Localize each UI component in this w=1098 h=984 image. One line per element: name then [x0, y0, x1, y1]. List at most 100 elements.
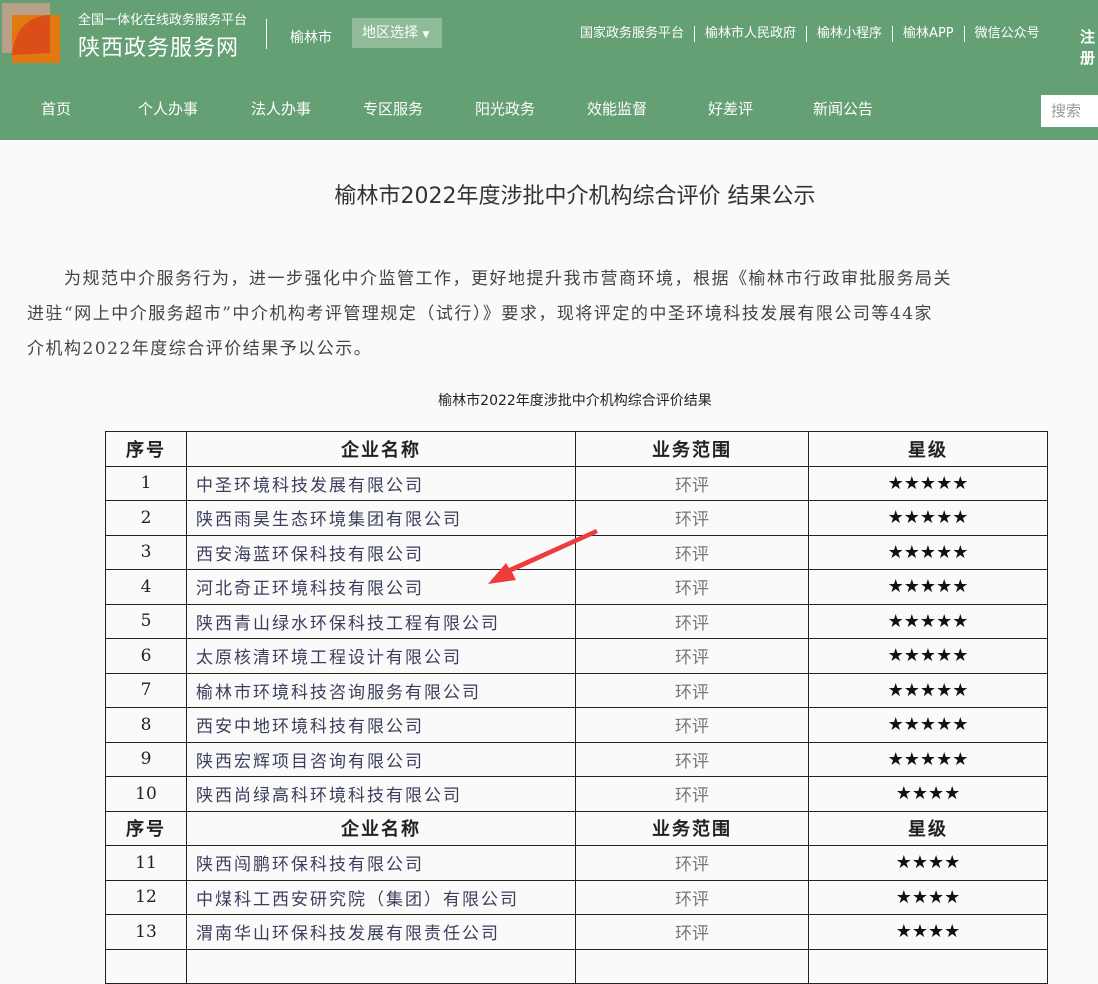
table-row: 9 陕西宏辉项目咨询有限公司 环评 ★★★★★ [105, 741, 1048, 777]
company-name: 榆林市环境科技咨询服务有限公司 [186, 672, 576, 708]
site-logo[interactable] [2, 3, 60, 63]
star-rating: ★★★★ [808, 879, 1048, 915]
column-header: 星级 [808, 810, 1048, 846]
column-header: 序号 [105, 431, 187, 467]
star-rating: ★★★★★ [808, 638, 1048, 674]
business-scope: 环评 [575, 465, 809, 501]
nav-news[interactable]: 新闻公告 [813, 100, 874, 118]
row-number: 1 [105, 465, 187, 501]
table-row: 11 陕西闯鹏环保科技有限公司 环评 ★★★★ [105, 845, 1048, 881]
top-link[interactable]: 榆林APP [892, 26, 964, 42]
table-row: 3 西安海蓝环保科技有限公司 环评 ★★★★★ [105, 534, 1048, 570]
column-header: 序号 [105, 810, 187, 846]
business-scope: 环评 [575, 672, 809, 708]
star-rating: ★★★★★ [808, 500, 1048, 536]
company-name: 中圣环境科技发展有限公司 [186, 465, 576, 501]
nav-rating[interactable]: 好差评 [708, 100, 754, 118]
row-number: 12 [105, 879, 187, 915]
table-row: 10 陕西尚绿高科环境科技有限公司 环评 ★★★★ [105, 776, 1048, 812]
company-name: 陕西尚绿高科环境科技有限公司 [186, 776, 576, 812]
search-input[interactable]: 搜索 [1041, 95, 1098, 127]
table-row: 1 中圣环境科技发展有限公司 环评 ★★★★★ [105, 465, 1048, 501]
business-scope: 环评 [575, 707, 809, 743]
nav-legal[interactable]: 法人办事 [251, 100, 312, 118]
column-header: 企业名称 [186, 431, 576, 467]
divider [266, 19, 267, 49]
company-name: 太原核清环境工程设计有限公司 [186, 638, 576, 674]
column-header: 业务范围 [575, 431, 809, 467]
register-link[interactable]: 注册 [1080, 28, 1096, 67]
column-header: 星级 [808, 431, 1048, 467]
business-scope: 环评 [575, 569, 809, 605]
row-number: 5 [105, 603, 187, 639]
star-rating: ★★★★★ [808, 569, 1048, 605]
row-number: 9 [105, 741, 187, 777]
nav-home[interactable]: 首页 [41, 100, 72, 118]
company-name: 西安海蓝环保科技有限公司 [186, 534, 576, 570]
row-number: 11 [105, 845, 187, 881]
star-rating: ★★★★★ [808, 465, 1048, 501]
company-name [186, 948, 576, 984]
business-scope: 环评 [575, 914, 809, 950]
table-row [105, 948, 1048, 984]
company-name: 陕西雨昊生态环境集团有限公司 [186, 500, 576, 536]
business-scope: 环评 [575, 776, 809, 812]
star-rating: ★★★★★ [808, 672, 1048, 708]
row-number: 4 [105, 569, 187, 605]
row-number: 2 [105, 500, 187, 536]
region-select[interactable]: 地区选择 ▼ [352, 18, 442, 48]
row-number: 6 [105, 638, 187, 674]
company-name: 西安中地环境科技有限公司 [186, 707, 576, 743]
table-row: 13 渭南华山环保科技发展有限责任公司 环评 ★★★★ [105, 914, 1048, 950]
star-rating: ★★★★ [808, 845, 1048, 881]
table-row: 6 太原核清环境工程设计有限公司 环评 ★★★★★ [105, 638, 1048, 674]
nav-personal[interactable]: 个人办事 [138, 100, 199, 118]
region-select-label: 地区选择 [362, 25, 418, 41]
intro-paragraph: 为规范中介服务行为，进一步强化中介监管工作，更好地提升我市营商环境，根据《榆林市… [27, 262, 1098, 367]
business-scope: 环评 [575, 500, 809, 536]
company-name: 河北奇正环境科技有限公司 [186, 569, 576, 605]
company-name: 陕西青山绿水环保科技工程有限公司 [186, 603, 576, 639]
site-name[interactable]: 陕西政务服务网 [78, 36, 240, 61]
business-scope [575, 948, 809, 984]
company-name: 中煤科工西安研究院（集团）有限公司 [186, 879, 576, 915]
table-row: 4 河北奇正环境科技有限公司 环评 ★★★★★ [105, 569, 1048, 605]
company-name: 陕西闯鹏环保科技有限公司 [186, 845, 576, 881]
star-rating: ★★★★★ [808, 741, 1048, 777]
site-header: 全国一体化在线政务服务平台 陕西政务服务网 榆林市 地区选择 ▼ 国家政务服务平… [0, 0, 1098, 140]
company-name: 渭南华山环保科技发展有限责任公司 [186, 914, 576, 950]
nav-sunshine[interactable]: 阳光政务 [475, 100, 536, 118]
table-row: 5 陕西青山绿水环保科技工程有限公司 环评 ★★★★★ [105, 603, 1048, 639]
column-header: 业务范围 [575, 810, 809, 846]
table-row: 12 中煤科工西安研究院（集团）有限公司 环评 ★★★★ [105, 879, 1048, 915]
table-row: 8 西安中地环境科技有限公司 环评 ★★★★★ [105, 707, 1048, 743]
current-city: 榆林市 [290, 30, 332, 46]
paragraph-line: 为规范中介服务行为，进一步强化中介监管工作，更好地提升我市营商环境，根据《榆林市… [27, 269, 952, 289]
top-links: 国家政务服务平台 榆林市人民政府 榆林小程序 榆林APP 微信公众号 [580, 26, 1050, 42]
table-row: 7 榆林市环境科技咨询服务有限公司 环评 ★★★★★ [105, 672, 1048, 708]
platform-label: 全国一体化在线政务服务平台 [78, 13, 248, 28]
table-row: 2 陕西雨昊生态环境集团有限公司 环评 ★★★★★ [105, 500, 1048, 536]
star-rating: ★★★★★ [808, 534, 1048, 570]
star-rating [808, 948, 1048, 984]
company-name: 陕西宏辉项目咨询有限公司 [186, 741, 576, 777]
table-header-row: 序号 企业名称 业务范围 星级 [105, 431, 1048, 467]
star-rating: ★★★★ [808, 776, 1048, 812]
top-link[interactable]: 榆林市人民政府 [694, 26, 806, 42]
nav-special[interactable]: 专区服务 [363, 100, 424, 118]
row-number: 3 [105, 534, 187, 570]
results-table: 序号 企业名称 业务范围 星级 1 中圣环境科技发展有限公司 环评 ★★★★★ 2 陕西雨昊生态环… [105, 431, 1048, 984]
top-link[interactable]: 微信公众号 [963, 26, 1050, 42]
paragraph-line: 进驻“网上中介服务超市”中介机构考评管理规定（试行）》要求，现将评定的中圣环境科… [27, 304, 934, 324]
row-number: 8 [105, 707, 187, 743]
nav-supervision[interactable]: 效能监督 [587, 100, 648, 118]
row-number: 10 [105, 776, 187, 812]
top-link[interactable]: 国家政务服务平台 [580, 26, 685, 41]
star-rating: ★★★★ [808, 914, 1048, 950]
column-header: 企业名称 [186, 810, 576, 846]
caret-down-icon: ▼ [422, 30, 430, 40]
top-link[interactable]: 榆林小程序 [806, 26, 892, 42]
business-scope: 环评 [575, 534, 809, 570]
business-scope: 环评 [575, 603, 809, 639]
table-caption: 榆林市2022年度涉批中介机构综合评价结果 [438, 393, 712, 409]
